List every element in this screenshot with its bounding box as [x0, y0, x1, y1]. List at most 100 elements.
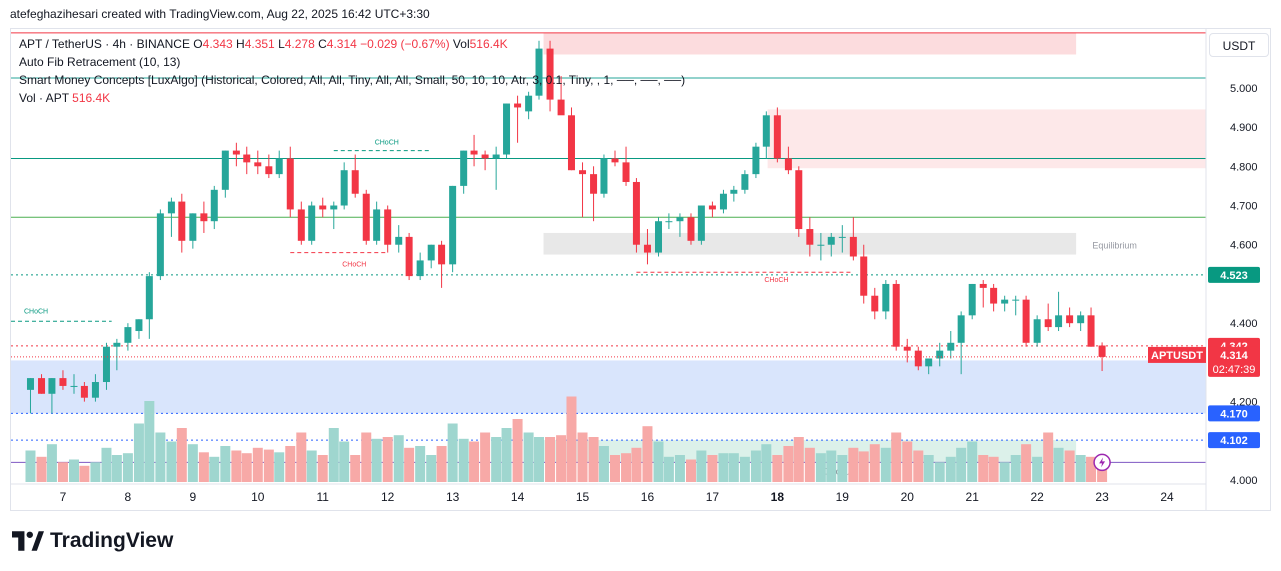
y-tick-label: 5.000 — [1230, 83, 1258, 95]
x-tick-label: 21 — [966, 490, 980, 504]
structure-label-1: CHoCH — [375, 140, 399, 147]
volume-bar — [556, 435, 567, 482]
volume-bar — [36, 456, 47, 482]
candle-body — [687, 217, 695, 241]
volume-bar — [566, 396, 577, 482]
volume-bar — [187, 444, 198, 482]
candle-body — [741, 174, 749, 190]
symbol-badge: APTUSDT — [1151, 350, 1203, 362]
y-tick-label: 4.000 — [1230, 475, 1258, 487]
candle-body — [373, 209, 381, 241]
volume-bar — [144, 401, 155, 482]
volume-bar — [458, 438, 469, 482]
candle-body — [265, 166, 273, 175]
candle-body — [481, 154, 489, 159]
volume-bar — [241, 453, 252, 482]
candle-body — [600, 158, 608, 194]
candle-body — [817, 244, 825, 246]
chart-canvas[interactable]: PremiumEquilibriumDiscountCHoCHCHoCHCHoC… — [11, 29, 1271, 511]
volume-bar — [880, 447, 891, 482]
volume-bar — [209, 456, 220, 482]
volume-bar — [923, 455, 934, 482]
volume-bar — [988, 456, 999, 482]
lightning-icon[interactable] — [1093, 453, 1111, 472]
x-axis: 7 8 9 10 11 12 13 14 15 16 17 18 19 20 21 22 23 24 — [11, 483, 1206, 504]
candle-body — [70, 385, 78, 387]
volume-bar — [956, 447, 967, 482]
candle-body — [773, 115, 781, 159]
indicator-smc[interactable]: Smart Money Concepts [LuxAlgo] (Historic… — [19, 73, 686, 87]
volume-bar — [220, 446, 231, 482]
volume-bar — [68, 459, 79, 482]
tradingview-logo[interactable]: TradingView — [12, 529, 173, 553]
candle-body — [189, 213, 197, 241]
volume-bar — [101, 447, 112, 482]
candle-body — [557, 99, 565, 116]
y-tick-label: 4.800 — [1230, 161, 1258, 173]
volume-bar — [1043, 432, 1054, 482]
volume-bar — [306, 450, 317, 482]
y-tick-label: 4.600 — [1230, 240, 1258, 252]
volume-bar — [1021, 444, 1032, 482]
candle-body — [535, 48, 543, 96]
volume-bar — [523, 432, 534, 482]
volume-bar — [663, 456, 674, 482]
candle-body — [113, 342, 121, 347]
structure-label-0: CHoCH — [24, 308, 48, 315]
symbol-label[interactable]: APT / TetherUS · 4h · BINANCE — [19, 37, 190, 51]
candle-body — [925, 358, 933, 367]
volume-bar — [891, 432, 902, 482]
volume-bar — [837, 455, 848, 482]
candle-body — [784, 158, 792, 171]
candle-body — [254, 162, 262, 167]
legend-ohlc: APT / TetherUS · 4h · BINANCE O4.343 H4.… — [19, 35, 685, 53]
volume-bar — [783, 446, 794, 482]
volume-bar — [46, 444, 57, 482]
candle-body — [752, 146, 760, 175]
candle-body — [1077, 315, 1085, 324]
candle-body — [427, 244, 435, 261]
candle-body — [80, 385, 88, 398]
candle-body — [979, 283, 987, 288]
attribution: atefeghazihesari created with TradingVie… — [10, 7, 430, 21]
candle-body — [200, 213, 208, 222]
symbol-badge-bg — [1148, 346, 1206, 363]
volume-bar — [122, 453, 133, 482]
volume-bar — [111, 455, 122, 482]
current-price-badge-bg — [1208, 346, 1260, 377]
volume-bar — [90, 462, 101, 482]
candle-body — [1087, 315, 1095, 347]
indicator-fib[interactable]: Auto Fib Retracement (10, 13) — [19, 55, 181, 69]
volume-bar — [902, 441, 913, 482]
y-tick-label: 4.700 — [1230, 201, 1258, 213]
candle-body — [1022, 299, 1030, 343]
volume-bar — [436, 446, 447, 482]
candle-body — [990, 287, 998, 304]
x-tick-label: 8 — [125, 490, 132, 504]
volume-bar — [621, 453, 632, 482]
candle-body — [730, 189, 738, 194]
volume-bar — [480, 432, 491, 482]
vol-label: Vol — [452, 37, 470, 51]
volume-bar — [426, 455, 437, 482]
candle-body — [449, 185, 457, 265]
volume-bar — [501, 428, 512, 482]
volume-bar — [25, 450, 36, 482]
candle-body — [719, 193, 727, 210]
volume-bar — [176, 428, 187, 482]
change-value: −0.029 (−0.67%) — [360, 37, 450, 51]
currency-button[interactable]: USDT — [1209, 33, 1269, 57]
candle-body — [655, 221, 663, 253]
indicator-volume[interactable]: Vol · APT 516.4K — [19, 89, 685, 107]
candle-body — [611, 158, 619, 163]
volume-bar — [57, 462, 68, 482]
volume-bar — [350, 455, 361, 482]
x-tick-label: 12 — [381, 490, 395, 504]
x-tick-label: 19 — [836, 490, 850, 504]
volume-bar — [296, 432, 307, 482]
y-tick-label: 4.900 — [1230, 122, 1258, 134]
chart-panel[interactable]: PremiumEquilibriumDiscountCHoCHCHoCHCHoC… — [10, 28, 1271, 511]
y-tick-label: 4.400 — [1230, 318, 1258, 330]
volume-bar — [447, 423, 458, 482]
candle-body — [590, 174, 598, 194]
